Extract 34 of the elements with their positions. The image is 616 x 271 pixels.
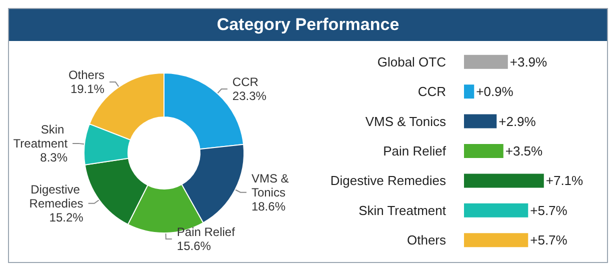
data-label: +0.9% (476, 84, 514, 100)
slice-label: CCR (232, 74, 259, 89)
data-label: 15.6% (176, 238, 212, 253)
y-tick-label: Global OTC (377, 54, 446, 70)
bar (464, 84, 474, 99)
slice-label: Pain Relief (176, 224, 236, 239)
bar (464, 114, 497, 128)
data-label: 15.2% (49, 210, 84, 224)
y-tick-label: Skin Treatment (358, 202, 446, 218)
data-label: +7.1% (546, 173, 584, 188)
data-label: 8.3% (40, 150, 68, 164)
data-label: +5.7% (530, 202, 568, 218)
y-tick-label: Digestive Remedies (330, 173, 446, 188)
bar (464, 203, 528, 218)
y-tick-label: Others (406, 232, 446, 248)
data-label: 18.6% (251, 199, 286, 214)
y-tick-label: VMS & Tonics (365, 114, 446, 129)
data-label: +3.5% (505, 144, 544, 158)
bar (464, 233, 528, 248)
bar (464, 54, 508, 69)
y-tick-label: CCR (418, 84, 446, 100)
data-label: +5.7% (530, 232, 568, 248)
slice-label: Digestive Remedies (29, 182, 84, 210)
bar (464, 174, 544, 188)
slice-label: VMS & Tonics (251, 171, 292, 200)
y-tick-label: Pain Relief (383, 144, 446, 158)
data-label: +3.9% (510, 54, 548, 70)
slice-label: Others (68, 68, 104, 82)
data-label: 23.3% (232, 88, 267, 103)
data-label: 19.1% (70, 82, 105, 96)
slice-label: Skin Treatment (13, 122, 68, 150)
chart-title: Category Performance (9, 9, 607, 41)
data-label: +2.9% (498, 114, 536, 129)
bar (464, 144, 504, 158)
